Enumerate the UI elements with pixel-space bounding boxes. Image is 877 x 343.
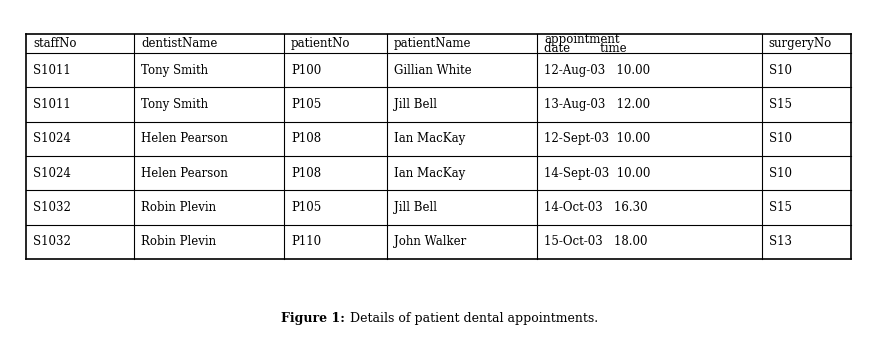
Text: surgeryNo: surgeryNo bbox=[769, 37, 832, 50]
Text: 15-Oct-03   18.00: 15-Oct-03 18.00 bbox=[544, 235, 647, 248]
Text: patientName: patientName bbox=[394, 37, 472, 50]
Text: Robin Plevin: Robin Plevin bbox=[141, 201, 217, 214]
Text: date        time: date time bbox=[544, 42, 626, 55]
Text: Ian MacKay: Ian MacKay bbox=[394, 167, 465, 180]
Text: patientNo: patientNo bbox=[291, 37, 351, 50]
Text: Details of patient dental appointments.: Details of patient dental appointments. bbox=[346, 312, 598, 326]
Text: appointment: appointment bbox=[544, 33, 619, 46]
Text: P110: P110 bbox=[291, 235, 321, 248]
Text: S15: S15 bbox=[769, 201, 792, 214]
Text: S10: S10 bbox=[769, 64, 792, 77]
Text: dentistName: dentistName bbox=[141, 37, 217, 50]
Text: Robin Plevin: Robin Plevin bbox=[141, 235, 217, 248]
Text: P105: P105 bbox=[291, 201, 321, 214]
Text: Figure 1:: Figure 1: bbox=[281, 312, 345, 326]
Text: 12-Aug-03   10.00: 12-Aug-03 10.00 bbox=[544, 64, 650, 77]
Text: Gillian White: Gillian White bbox=[394, 64, 472, 77]
Text: S1011: S1011 bbox=[33, 64, 71, 77]
Text: Tony Smith: Tony Smith bbox=[141, 98, 208, 111]
Text: S13: S13 bbox=[769, 235, 792, 248]
Text: John Walker: John Walker bbox=[394, 235, 467, 248]
Text: S10: S10 bbox=[769, 132, 792, 145]
Text: staffNo: staffNo bbox=[33, 37, 77, 50]
Text: S1032: S1032 bbox=[33, 201, 71, 214]
Text: S10: S10 bbox=[769, 167, 792, 180]
Text: Ian MacKay: Ian MacKay bbox=[394, 132, 465, 145]
Text: P100: P100 bbox=[291, 64, 321, 77]
Text: Jill Bell: Jill Bell bbox=[394, 201, 437, 214]
Text: Jill Bell: Jill Bell bbox=[394, 98, 437, 111]
Text: P108: P108 bbox=[291, 132, 321, 145]
Text: 14-Sept-03  10.00: 14-Sept-03 10.00 bbox=[544, 167, 650, 180]
Text: S1011: S1011 bbox=[33, 98, 71, 111]
Text: S15: S15 bbox=[769, 98, 792, 111]
Text: S1032: S1032 bbox=[33, 235, 71, 248]
Text: P105: P105 bbox=[291, 98, 321, 111]
Text: 14-Oct-03   16.30: 14-Oct-03 16.30 bbox=[544, 201, 647, 214]
Text: Helen Pearson: Helen Pearson bbox=[141, 132, 228, 145]
Text: Helen Pearson: Helen Pearson bbox=[141, 167, 228, 180]
Text: P108: P108 bbox=[291, 167, 321, 180]
Text: S1024: S1024 bbox=[33, 167, 71, 180]
Text: 13-Aug-03   12.00: 13-Aug-03 12.00 bbox=[544, 98, 650, 111]
Text: 12-Sept-03  10.00: 12-Sept-03 10.00 bbox=[544, 132, 650, 145]
Text: Tony Smith: Tony Smith bbox=[141, 64, 208, 77]
Text: S1024: S1024 bbox=[33, 132, 71, 145]
